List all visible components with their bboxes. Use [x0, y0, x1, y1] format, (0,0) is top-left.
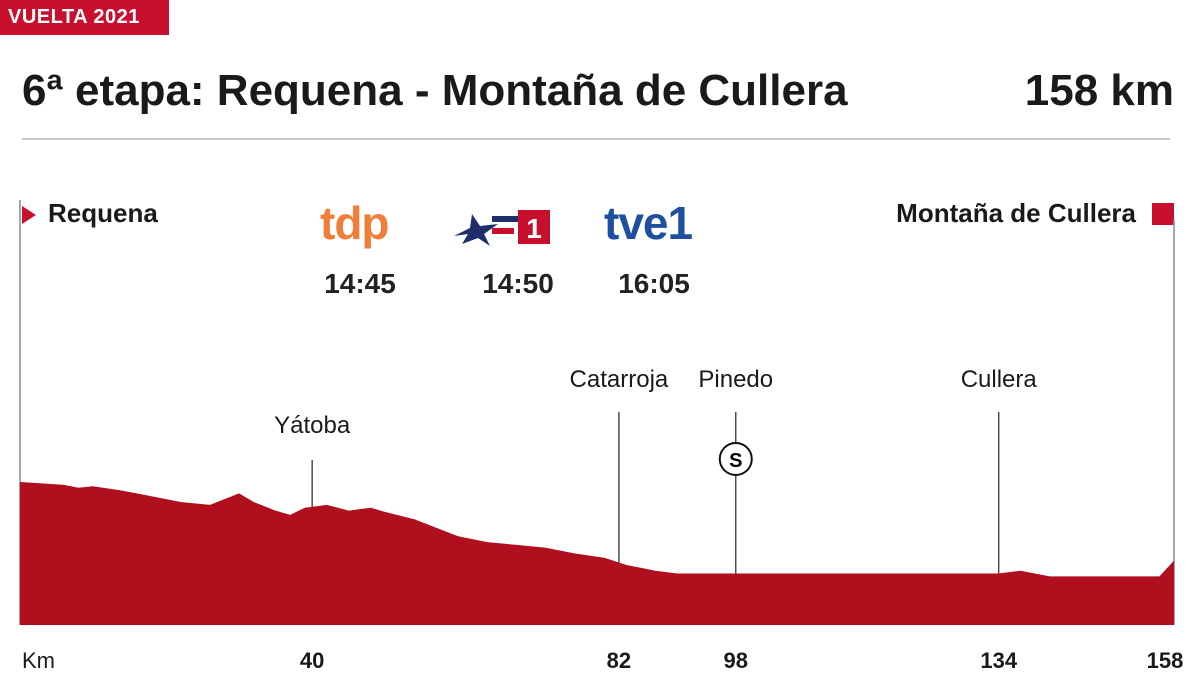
- tdp-time: 14:45: [324, 268, 396, 299]
- x-tick-label: 40: [299, 648, 325, 673]
- x-tick-label: 158: [1146, 648, 1184, 673]
- la1-logo-icon: 1: [454, 210, 550, 246]
- x-tick-label: 134: [980, 648, 1018, 673]
- stage-distance: 158 km: [1024, 66, 1174, 115]
- place-label: Cullera: [960, 366, 1037, 393]
- tdp-logo: tdp: [320, 197, 390, 249]
- sprint-s-icon: [718, 442, 753, 476]
- la1-number: 1: [526, 213, 542, 244]
- place-label: Catarroja: [569, 366, 669, 393]
- tve1-time: 16:05: [618, 268, 690, 299]
- tve1-logo: tve1: [604, 197, 693, 249]
- header-divider: [22, 138, 1170, 140]
- start-label: Requena: [48, 198, 158, 228]
- x-tick-label: 82: [606, 648, 632, 673]
- finish-square-icon: [1152, 203, 1174, 225]
- elevation-profile-area: [20, 482, 1174, 625]
- stage-title: 6ª etapa: Requena - Montaña de Cullera: [22, 66, 848, 115]
- la1-time: 14:50: [482, 268, 554, 299]
- place-label: Pinedo: [698, 366, 774, 393]
- sprint-label: S: [729, 450, 742, 472]
- place-label: Yátoba: [274, 412, 351, 439]
- x-tick-label: 98: [723, 648, 748, 673]
- flag-triangle-icon: [22, 206, 36, 224]
- race-tag: VUELTA 2021: [0, 0, 169, 35]
- finish-label: Montaña de Cullera: [896, 198, 1136, 228]
- x-axis-label: Km: [22, 648, 55, 673]
